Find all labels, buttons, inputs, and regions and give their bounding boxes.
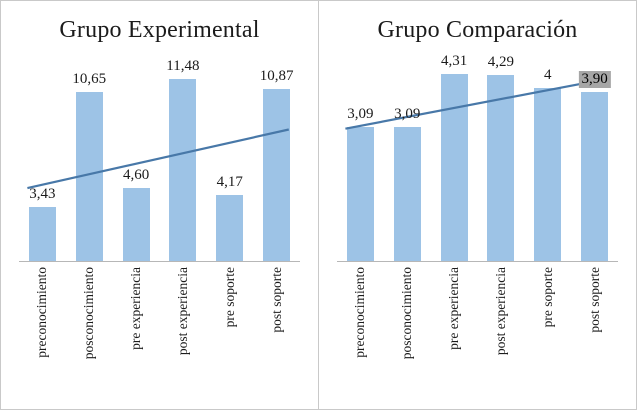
bar <box>169 79 197 261</box>
category-label: preconocimiento <box>337 262 384 402</box>
bar <box>487 75 515 261</box>
trend-line <box>27 128 290 190</box>
category-label-text: post soporte <box>268 267 284 333</box>
value-label: 4,17 <box>216 174 243 190</box>
bar <box>581 92 609 261</box>
plot-area: 3,43 10,65 4,60 11,48 4,17 10,87 <box>19 55 300 262</box>
category-label-text: preconocimiento <box>34 267 50 358</box>
category-label-text: pre soporte <box>539 267 555 328</box>
value-label: 3,43 <box>29 186 56 202</box>
bar <box>263 89 291 261</box>
category-label: post soporte <box>571 262 618 402</box>
value-label: 11,48 <box>166 58 200 74</box>
category-label: post experiencia <box>477 262 524 402</box>
bar <box>346 127 374 261</box>
bar <box>75 92 103 261</box>
chart-title: Grupo Comparación <box>377 17 578 43</box>
trend-line <box>345 77 608 130</box>
category-axis: preconocimiento posconocimiento pre experi… <box>337 262 618 402</box>
category-label-text: post experiencia <box>492 267 508 356</box>
chart-panel-comparacion: Grupo Comparación 3,09 3,09 4,31 4,29 4 3,90 … <box>318 1 636 409</box>
bar <box>534 88 562 261</box>
value-label: 3,09 <box>394 106 421 122</box>
category-label-text: posconocimiento <box>399 267 415 360</box>
category-label: pre soporte <box>524 262 571 402</box>
value-label: 4,60 <box>122 167 150 183</box>
category-label: pre experiencia <box>431 262 478 402</box>
chart-title: Grupo Experimental <box>59 17 260 43</box>
category-label-text: pre soporte <box>221 267 237 328</box>
category-label: posconocimiento <box>384 262 431 402</box>
value-label: 4,29 <box>487 54 515 70</box>
value-label: 4,31 <box>440 53 468 69</box>
bar <box>216 195 244 261</box>
category-label: post experiencia <box>159 262 206 402</box>
bar <box>440 74 468 261</box>
chart-panel-experimental: Grupo Experimental 3,43 10,65 4,60 11,48 4,1… <box>1 1 318 409</box>
category-label-text: posconocimiento <box>81 267 97 360</box>
category-label: posconocimiento <box>66 262 113 402</box>
value-label: 10,87 <box>259 68 294 84</box>
plot-area: 3,09 3,09 4,31 4,29 4 3,90 <box>337 53 618 262</box>
category-label-text: preconocimiento <box>352 267 368 358</box>
value-label: 3,90 <box>578 71 611 88</box>
bar <box>122 188 150 261</box>
category-label: pre experiencia <box>113 262 160 402</box>
bar <box>393 127 421 261</box>
category-label-text: post soporte <box>586 267 602 333</box>
value-label: 3,09 <box>347 106 374 122</box>
category-label: post soporte <box>253 262 300 402</box>
category-axis: preconocimiento posconocimiento pre experi… <box>19 262 300 402</box>
category-label-text: post experiencia <box>174 267 190 356</box>
category-label: preconocimiento <box>19 262 66 402</box>
value-label: 10,65 <box>72 71 107 87</box>
category-label-text: pre experiencia <box>128 267 144 350</box>
category-label: pre soporte <box>206 262 253 402</box>
bar <box>28 207 56 261</box>
value-label: 4 <box>544 67 552 83</box>
category-label-text: pre experiencia <box>446 267 462 350</box>
